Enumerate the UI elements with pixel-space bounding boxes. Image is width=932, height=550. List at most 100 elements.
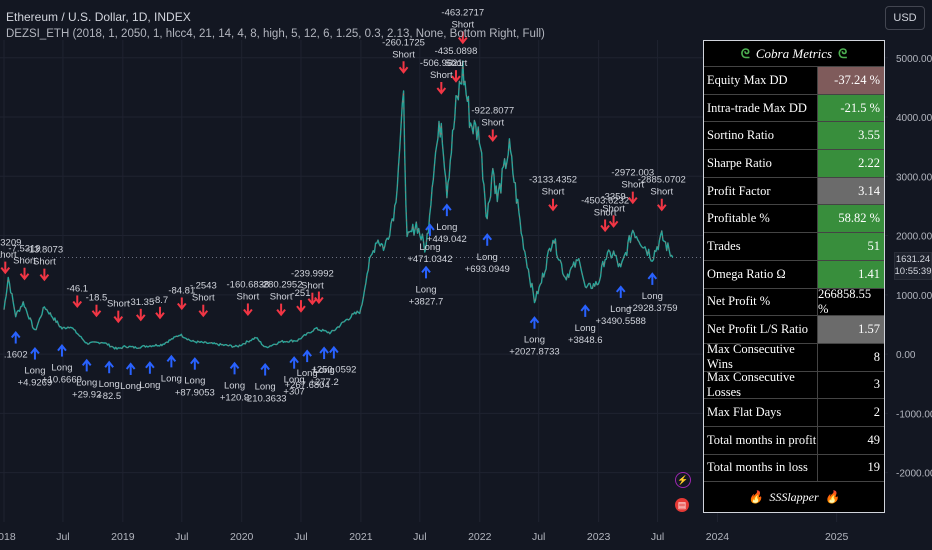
cobra-icon: ᘓ bbox=[838, 45, 848, 61]
long-signal[interactable]: Long+693.0949 bbox=[465, 233, 510, 275]
x-tick-label: Jul bbox=[294, 531, 307, 543]
price-series bbox=[3, 60, 674, 350]
long-signal[interactable]: Long+3827.7 bbox=[409, 265, 444, 307]
signal-label: Long bbox=[297, 368, 318, 379]
signal-label: Short bbox=[237, 291, 260, 302]
long-signal[interactable]: Long+4.9269 bbox=[18, 346, 53, 389]
long-signal[interactable]: Long+87.9053 bbox=[175, 357, 215, 399]
short-arrow-head bbox=[436, 87, 447, 95]
long-signal[interactable]: .1602 bbox=[4, 330, 28, 361]
long-signal[interactable]: Long+3848.6 bbox=[568, 304, 603, 346]
long-signal[interactable]: Long bbox=[161, 354, 182, 384]
signal-label: +277.2 bbox=[309, 377, 338, 388]
short-signal[interactable]: Short bbox=[107, 299, 130, 324]
metric-label: Max Consecutive Wins bbox=[704, 342, 818, 371]
short-signal[interactable]: -251 bbox=[291, 288, 310, 313]
short-signal[interactable]: -84.81 bbox=[168, 285, 195, 311]
long-arrow-head bbox=[289, 356, 299, 364]
y-tick-label: 3000.00 bbox=[896, 172, 932, 183]
long-signal[interactable]: Long+29.92 bbox=[72, 358, 101, 400]
short-signal[interactable]: -31.35 bbox=[127, 297, 154, 322]
short-arrow-head bbox=[72, 300, 83, 309]
long-signal[interactable]: +250.0592 bbox=[311, 345, 356, 376]
x-tick-label: 2024 bbox=[706, 531, 730, 543]
fire-icon: 🔥 bbox=[748, 489, 764, 504]
metric-row: Trades 51 bbox=[704, 233, 884, 261]
short-arrow-head bbox=[608, 220, 619, 228]
us-flag-icon[interactable]: ▤ bbox=[675, 498, 689, 512]
lightning-icon[interactable]: ⚡ bbox=[675, 472, 691, 488]
long-signal[interactable]: Long bbox=[120, 362, 141, 392]
long-arrow-head bbox=[30, 346, 40, 355]
signal-label: Short bbox=[13, 256, 36, 267]
long-arrow-head bbox=[104, 360, 114, 368]
metric-label: Max Flat Days bbox=[704, 399, 818, 426]
signal-label: +2928.3759 bbox=[627, 303, 677, 314]
x-tick-label: 2019 bbox=[111, 531, 135, 543]
signal-label: Long bbox=[120, 381, 141, 392]
short-arrow-head bbox=[296, 305, 306, 313]
signal-label: -3133.4352 bbox=[529, 175, 577, 186]
long-signal[interactable]: Long+277.2 bbox=[309, 346, 339, 388]
long-signal[interactable]: Long+2928.3759 bbox=[627, 272, 678, 314]
x-tick-label: 2022 bbox=[468, 531, 492, 543]
long-signal[interactable]: Long+3490.5588 bbox=[596, 285, 646, 327]
short-arrow-head bbox=[91, 310, 102, 318]
short-signal[interactable] bbox=[314, 291, 324, 305]
long-signal[interactable]: Long+267.6804 bbox=[285, 349, 330, 391]
long-signal[interactable]: Long+449.042 bbox=[427, 203, 467, 245]
long-signal[interactable]: Long+471.0342 bbox=[407, 223, 453, 265]
metric-value: 2.22 bbox=[818, 150, 884, 177]
long-signal[interactable]: Long+82.5 bbox=[97, 360, 121, 402]
long-signal[interactable]: Long+10.6669 bbox=[42, 343, 82, 386]
signal-label: Long bbox=[224, 380, 245, 391]
signal-label: Long bbox=[76, 377, 97, 388]
long-signal[interactable]: Long+307 bbox=[283, 356, 305, 398]
short-signal[interactable]: -18.5 bbox=[86, 293, 108, 318]
long-signal[interactable]: Long bbox=[139, 361, 160, 391]
metric-row: Equity Max DD -37.24 % bbox=[704, 67, 884, 95]
signal-label: Short bbox=[392, 49, 415, 60]
currency-button[interactable]: USD bbox=[885, 6, 925, 30]
metric-label: Sortino Ratio bbox=[704, 122, 818, 150]
short-signal[interactable]: -46.1 bbox=[66, 283, 88, 309]
signal-label: +693.0949 bbox=[465, 264, 510, 275]
cobra-metrics-table: ᘓ Cobra Metrics ᘓ Equity Max DD -37.24 % I… bbox=[703, 40, 885, 514]
long-signal[interactable]: Long+120.9 bbox=[220, 361, 249, 403]
x-tick-label: Jul bbox=[56, 531, 69, 543]
signal-label: Long bbox=[524, 335, 545, 346]
indicator-params[interactable]: DEZSI_ETH (2018, 1, 2050, 1, hlcc4, 21, … bbox=[6, 28, 545, 40]
short-signal[interactable]: -2.3209Short bbox=[0, 238, 21, 275]
signal-label: +10.6669 bbox=[42, 375, 82, 386]
long-arrow-head bbox=[190, 357, 200, 365]
metric-value: 49 bbox=[818, 426, 884, 454]
signal-label: -251 bbox=[291, 288, 310, 299]
signal-label: +2027.8733 bbox=[509, 347, 559, 358]
metric-row: Net Profit L/S Ratio 1.57 bbox=[704, 316, 884, 344]
short-signal[interactable]: -8.7 bbox=[152, 295, 168, 320]
signal-label: -4503.6232 bbox=[581, 195, 629, 206]
long-signal[interactable]: Long+2027.8733 bbox=[509, 316, 560, 358]
metric-label: Net Profit L/S Ratio bbox=[704, 316, 818, 343]
long-signal[interactable]: Long-210.3633 bbox=[244, 362, 287, 405]
metric-value: 2 bbox=[818, 399, 884, 426]
metric-label: Max Consecutive Losses bbox=[704, 370, 818, 399]
signal-label: Long bbox=[255, 382, 276, 393]
